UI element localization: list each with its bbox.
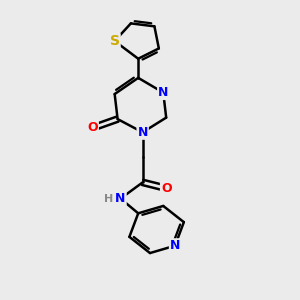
Text: N: N: [158, 86, 168, 99]
Text: N: N: [170, 239, 180, 252]
Text: H: H: [103, 194, 113, 204]
Text: O: O: [161, 182, 172, 195]
Text: N: N: [137, 126, 148, 139]
Text: S: S: [110, 34, 120, 48]
Text: O: O: [87, 122, 98, 134]
Text: N: N: [116, 192, 126, 205]
